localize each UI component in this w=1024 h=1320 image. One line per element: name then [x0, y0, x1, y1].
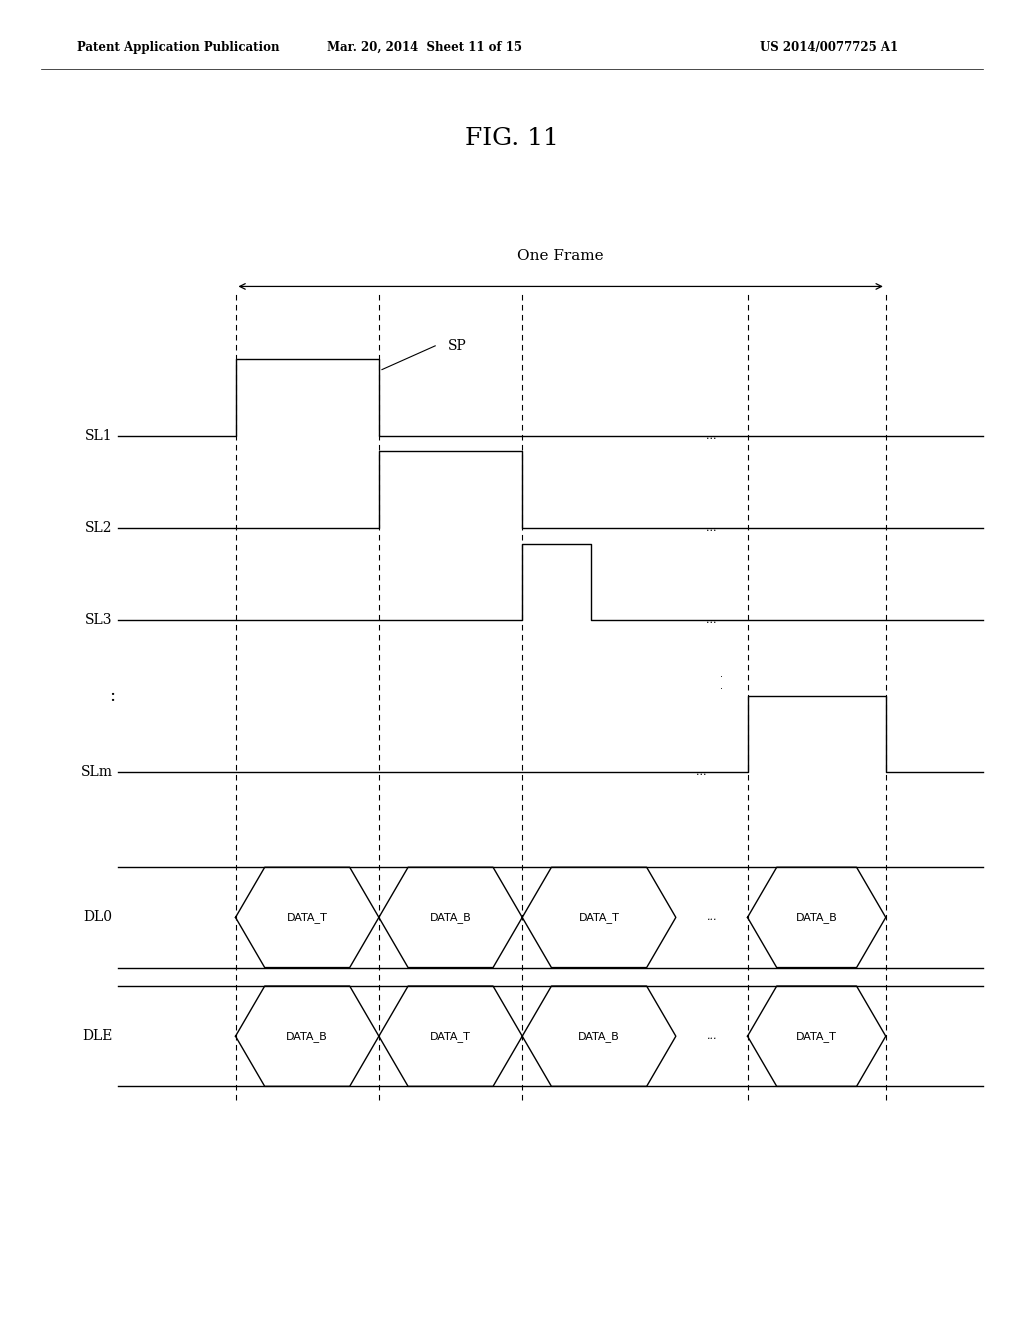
Text: ...: ... [707, 523, 717, 533]
Text: :: : [110, 688, 116, 705]
Text: FIG. 11: FIG. 11 [465, 127, 559, 150]
Text: SLm: SLm [81, 766, 113, 779]
Text: DATA_B: DATA_B [287, 1031, 328, 1041]
Text: ...: ... [707, 1031, 717, 1041]
Text: DL0: DL0 [84, 911, 113, 924]
Text: SL2: SL2 [85, 521, 113, 535]
Text: DLE: DLE [82, 1030, 113, 1043]
Text: DATA_T: DATA_T [287, 912, 328, 923]
Text: DATA_T: DATA_T [430, 1031, 471, 1041]
Text: One Frame: One Frame [517, 248, 604, 263]
Text: ...: ... [707, 912, 717, 923]
Text: ...: ... [696, 767, 707, 777]
Text: DATA_T: DATA_T [579, 912, 620, 923]
Text: Patent Application Publication: Patent Application Publication [77, 41, 280, 54]
Text: ...: ... [707, 615, 717, 626]
Text: SL3: SL3 [85, 614, 113, 627]
Text: DATA_B: DATA_B [579, 1031, 620, 1041]
Text: ·
·: · · [721, 672, 723, 694]
Text: DATA_T: DATA_T [797, 1031, 837, 1041]
Text: SL1: SL1 [85, 429, 113, 442]
Text: DATA_B: DATA_B [796, 912, 838, 923]
Text: DATA_B: DATA_B [430, 912, 471, 923]
Text: US 2014/0077725 A1: US 2014/0077725 A1 [761, 41, 898, 54]
Text: SP: SP [447, 339, 466, 352]
Text: Mar. 20, 2014  Sheet 11 of 15: Mar. 20, 2014 Sheet 11 of 15 [328, 41, 522, 54]
Text: ...: ... [707, 430, 717, 441]
